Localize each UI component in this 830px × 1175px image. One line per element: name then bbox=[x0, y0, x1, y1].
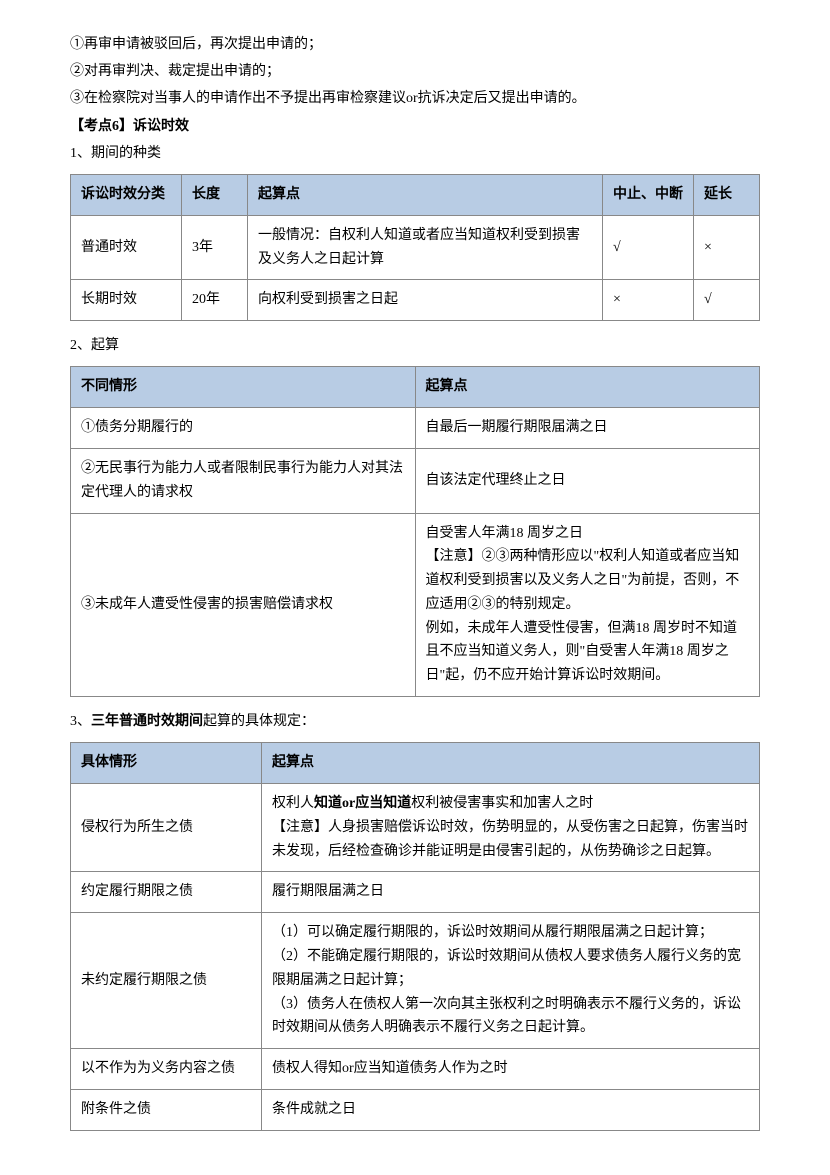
table-cell: 约定履行期限之债 bbox=[71, 872, 262, 913]
table-cell: 侵权行为所生之债 bbox=[71, 784, 262, 872]
table-header: 中止、中断 bbox=[603, 174, 694, 215]
table-row: 侵权行为所生之债权利人知道or应当知道权利被侵害事实和加害人之时【注意】人身损害… bbox=[71, 784, 760, 872]
table-cell: 未约定履行期限之债 bbox=[71, 913, 262, 1049]
table-row: 以不作为为义务内容之债债权人得知or应当知道债务人作为之时 bbox=[71, 1049, 760, 1090]
table-cell: √ bbox=[694, 280, 760, 321]
table-three-year-rules: 具体情形起算点侵权行为所生之债权利人知道or应当知道权利被侵害事实和加害人之时【… bbox=[70, 742, 760, 1131]
table-cell: 3年 bbox=[182, 215, 248, 280]
section3-title: 3、三年普通时效期间起算的具体规定： bbox=[70, 709, 760, 734]
table-row: ③未成年人遭受性侵害的损害赔偿请求权自受害人年满18 周岁之日【注意】②③两种情… bbox=[71, 513, 760, 697]
intro-line-2: ②对再审判决、裁定提出申请的； bbox=[70, 59, 760, 84]
table-cell: ②无民事行为能力人或者限制民事行为能力人对其法定代理人的请求权 bbox=[71, 448, 416, 513]
intro-line-1: ①再审申请被驳回后，再次提出申请的； bbox=[70, 32, 760, 57]
table-row: ①债务分期履行的自最后一期履行期限届满之日 bbox=[71, 408, 760, 449]
table-cell: 普通时效 bbox=[71, 215, 182, 280]
table-cell: 自受害人年满18 周岁之日【注意】②③两种情形应以"权利人知道或者应当知道权利受… bbox=[415, 513, 760, 697]
table-header: 具体情形 bbox=[71, 743, 262, 784]
sec3-bold: 三年普通时效期间 bbox=[91, 714, 203, 729]
table-start-points: 不同情形起算点①债务分期履行的自最后一期履行期限届满之日②无民事行为能力人或者限… bbox=[70, 366, 760, 697]
table-cell: 以不作为为义务内容之债 bbox=[71, 1049, 262, 1090]
table-cell: 自最后一期履行期限届满之日 bbox=[415, 408, 760, 449]
table-row: ②无民事行为能力人或者限制民事行为能力人对其法定代理人的请求权自该法定代理终止之… bbox=[71, 448, 760, 513]
table-cell: （1）可以确定履行期限的，诉讼时效期间从履行期限届满之日起计算；（2）不能确定履… bbox=[262, 913, 760, 1049]
table-header: 起算点 bbox=[248, 174, 603, 215]
table-cell: × bbox=[603, 280, 694, 321]
table-header: 诉讼时效分类 bbox=[71, 174, 182, 215]
sec3-post: 起算的具体规定： bbox=[203, 714, 315, 729]
table-cell: 履行期限届满之日 bbox=[262, 872, 760, 913]
table-cell: ①债务分期履行的 bbox=[71, 408, 416, 449]
table-cell: 向权利受到损害之日起 bbox=[248, 280, 603, 321]
table-period-types: 诉讼时效分类长度起算点中止、中断延长普通时效3年一般情况：自权利人知道或者应当知… bbox=[70, 174, 760, 321]
table-header: 起算点 bbox=[262, 743, 760, 784]
table-row: 附条件之债条件成就之日 bbox=[71, 1090, 760, 1131]
intro-line-3: ③在检察院对当事人的申请作出不予提出再审检察建议or抗诉决定后又提出申请的。 bbox=[70, 86, 760, 111]
sec3-pre: 3、 bbox=[70, 714, 91, 729]
table-cell: 权利人知道or应当知道权利被侵害事实和加害人之时【注意】人身损害赔偿诉讼时效，伤… bbox=[262, 784, 760, 872]
table-row: 未约定履行期限之债（1）可以确定履行期限的，诉讼时效期间从履行期限届满之日起计算… bbox=[71, 913, 760, 1049]
table-cell: ③未成年人遭受性侵害的损害赔偿请求权 bbox=[71, 513, 416, 697]
table-cell: 债权人得知or应当知道债务人作为之时 bbox=[262, 1049, 760, 1090]
table-row: 约定履行期限之债履行期限届满之日 bbox=[71, 872, 760, 913]
table-row: 普通时效3年一般情况：自权利人知道或者应当知道权利受到损害及义务人之日起计算√× bbox=[71, 215, 760, 280]
table-header: 起算点 bbox=[415, 367, 760, 408]
table-header: 不同情形 bbox=[71, 367, 416, 408]
section1-title: 1、期间的种类 bbox=[70, 141, 760, 166]
kaodian-title: 【考点6】诉讼时效 bbox=[70, 114, 760, 139]
table-row: 长期时效20年向权利受到损害之日起×√ bbox=[71, 280, 760, 321]
table-cell: × bbox=[694, 215, 760, 280]
table-cell: 一般情况：自权利人知道或者应当知道权利受到损害及义务人之日起计算 bbox=[248, 215, 603, 280]
table-cell: √ bbox=[603, 215, 694, 280]
table-header: 长度 bbox=[182, 174, 248, 215]
section2-title: 2、起算 bbox=[70, 333, 760, 358]
table-cell: 条件成就之日 bbox=[262, 1090, 760, 1131]
table-cell: 长期时效 bbox=[71, 280, 182, 321]
table-cell: 自该法定代理终止之日 bbox=[415, 448, 760, 513]
table-cell: 20年 bbox=[182, 280, 248, 321]
table-header: 延长 bbox=[694, 174, 760, 215]
table-cell: 附条件之债 bbox=[71, 1090, 262, 1131]
